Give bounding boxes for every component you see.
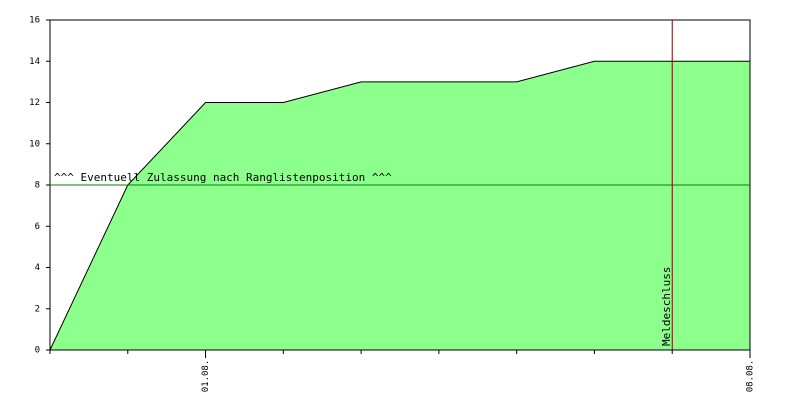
- y-tick-label: 8: [35, 181, 40, 191]
- y-tick-label: 10: [29, 139, 40, 149]
- y-tick-label: 0: [35, 346, 40, 356]
- deadline-label: Meldeschluss: [660, 267, 673, 346]
- y-tick-label: 12: [29, 98, 40, 108]
- y-tick-label: 16: [29, 16, 40, 26]
- area-line: [49, 60, 750, 351]
- x-tick-label: 01.08.: [201, 360, 211, 393]
- y-tick-label: 4: [35, 263, 40, 273]
- area: [50, 61, 750, 350]
- y-tick-label: 14: [29, 57, 40, 67]
- threshold-label: ^^^ Eventuell Zulassung nach Ranglistenp…: [54, 171, 392, 184]
- x-tick-label: 08.08.: [746, 360, 756, 393]
- y-tick-label: 6: [35, 222, 40, 232]
- y-tick-label: 2: [35, 304, 40, 314]
